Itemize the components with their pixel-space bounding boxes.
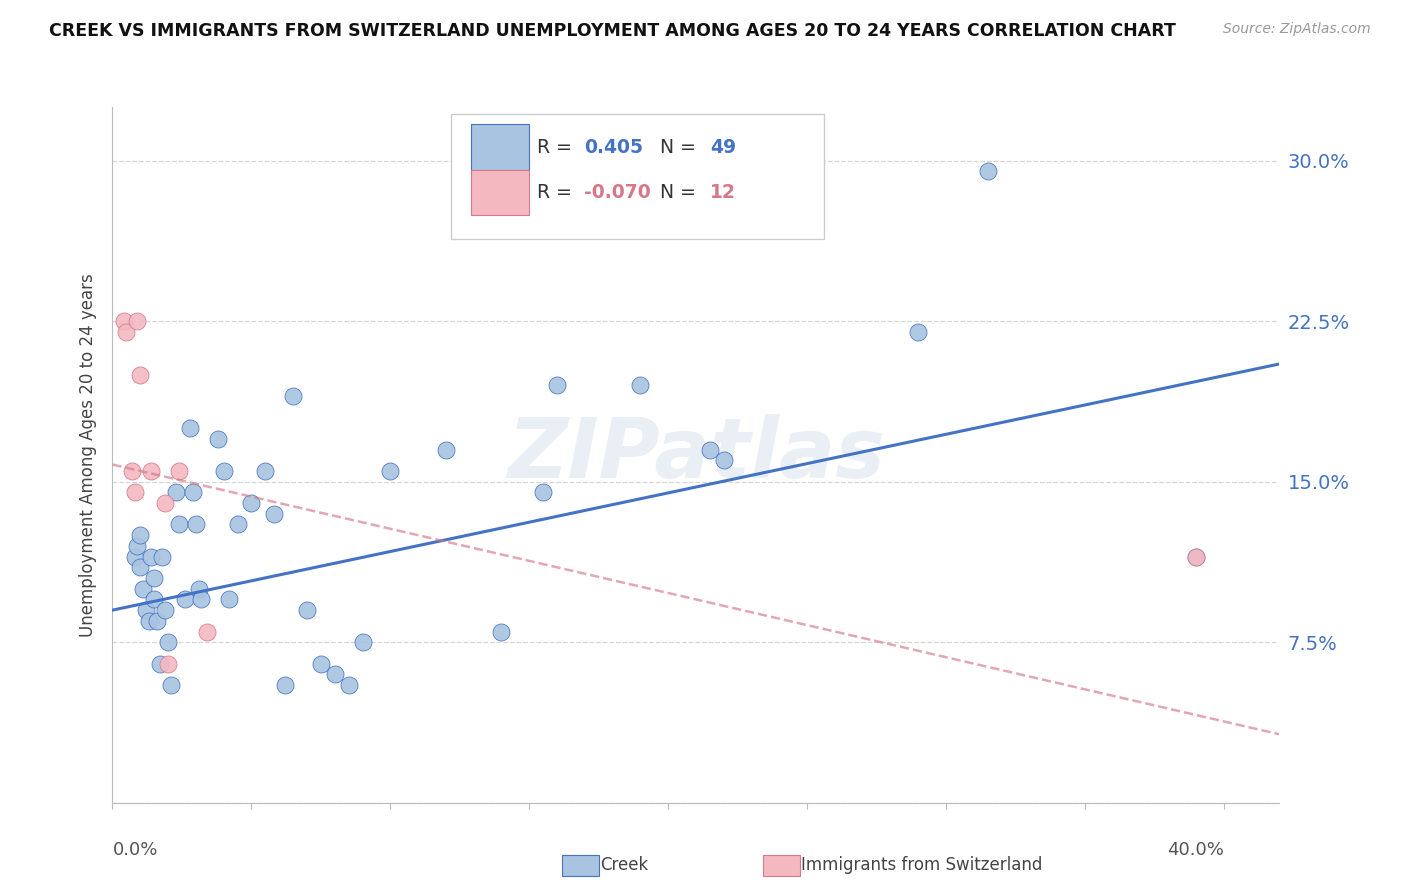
Point bbox=[337, 678, 360, 692]
Text: 0.405: 0.405 bbox=[583, 137, 643, 157]
Point bbox=[713, 453, 735, 467]
Point bbox=[546, 378, 568, 392]
Point bbox=[907, 325, 929, 339]
Text: R =: R = bbox=[537, 137, 578, 157]
Point bbox=[129, 528, 152, 542]
Point bbox=[380, 464, 402, 478]
Text: N =: N = bbox=[648, 183, 702, 202]
Point bbox=[155, 496, 177, 510]
Point bbox=[207, 432, 229, 446]
Point bbox=[212, 464, 235, 478]
Point bbox=[124, 485, 146, 500]
Point bbox=[187, 582, 209, 596]
Point bbox=[190, 592, 212, 607]
Point bbox=[167, 464, 190, 478]
Text: ZIPatlas: ZIPatlas bbox=[508, 415, 884, 495]
Text: CREEK VS IMMIGRANTS FROM SWITZERLAND UNEMPLOYMENT AMONG AGES 20 TO 24 YEARS CORR: CREEK VS IMMIGRANTS FROM SWITZERLAND UNE… bbox=[49, 22, 1175, 40]
FancyBboxPatch shape bbox=[471, 125, 529, 169]
Point bbox=[699, 442, 721, 457]
Point bbox=[240, 496, 263, 510]
Point bbox=[167, 517, 190, 532]
Point bbox=[155, 603, 177, 617]
Point bbox=[309, 657, 332, 671]
Text: Source: ZipAtlas.com: Source: ZipAtlas.com bbox=[1223, 22, 1371, 37]
Point bbox=[218, 592, 240, 607]
Point bbox=[129, 368, 152, 382]
Point bbox=[491, 624, 513, 639]
Point bbox=[173, 592, 195, 607]
Point bbox=[179, 421, 201, 435]
Text: Creek: Creek bbox=[600, 856, 648, 874]
FancyBboxPatch shape bbox=[471, 169, 529, 215]
Point bbox=[143, 592, 166, 607]
Point bbox=[181, 485, 204, 500]
Point bbox=[146, 614, 169, 628]
Point bbox=[281, 389, 304, 403]
Point bbox=[132, 582, 155, 596]
Text: 49: 49 bbox=[710, 137, 737, 157]
Text: 0.0%: 0.0% bbox=[112, 841, 157, 859]
Point bbox=[112, 314, 135, 328]
Point bbox=[976, 164, 998, 178]
Point bbox=[323, 667, 346, 681]
Text: R =: R = bbox=[537, 183, 578, 202]
Point bbox=[184, 517, 207, 532]
Text: N =: N = bbox=[648, 137, 702, 157]
Point bbox=[352, 635, 374, 649]
Point bbox=[135, 603, 157, 617]
Point bbox=[531, 485, 554, 500]
Point bbox=[127, 539, 149, 553]
Y-axis label: Unemployment Among Ages 20 to 24 years: Unemployment Among Ages 20 to 24 years bbox=[79, 273, 97, 637]
Point bbox=[124, 549, 146, 564]
FancyBboxPatch shape bbox=[451, 114, 824, 239]
Point bbox=[141, 464, 163, 478]
Point bbox=[121, 464, 143, 478]
Point bbox=[141, 549, 163, 564]
Point bbox=[628, 378, 651, 392]
Point bbox=[129, 560, 152, 574]
Point bbox=[160, 678, 183, 692]
Point bbox=[295, 603, 318, 617]
Point bbox=[254, 464, 277, 478]
Point bbox=[195, 624, 218, 639]
Point bbox=[1185, 549, 1208, 564]
Point bbox=[165, 485, 187, 500]
Point bbox=[157, 635, 180, 649]
Point bbox=[152, 549, 174, 564]
Point bbox=[138, 614, 160, 628]
Point bbox=[157, 657, 180, 671]
Point bbox=[274, 678, 297, 692]
Point bbox=[127, 314, 149, 328]
Point bbox=[434, 442, 457, 457]
Text: -0.070: -0.070 bbox=[583, 183, 651, 202]
Point bbox=[263, 507, 285, 521]
Point bbox=[149, 657, 172, 671]
Text: Immigrants from Switzerland: Immigrants from Switzerland bbox=[801, 856, 1043, 874]
Point bbox=[143, 571, 166, 585]
Point bbox=[1185, 549, 1208, 564]
Point bbox=[226, 517, 249, 532]
Point bbox=[115, 325, 138, 339]
Text: 12: 12 bbox=[710, 183, 735, 202]
Text: 40.0%: 40.0% bbox=[1167, 841, 1223, 859]
